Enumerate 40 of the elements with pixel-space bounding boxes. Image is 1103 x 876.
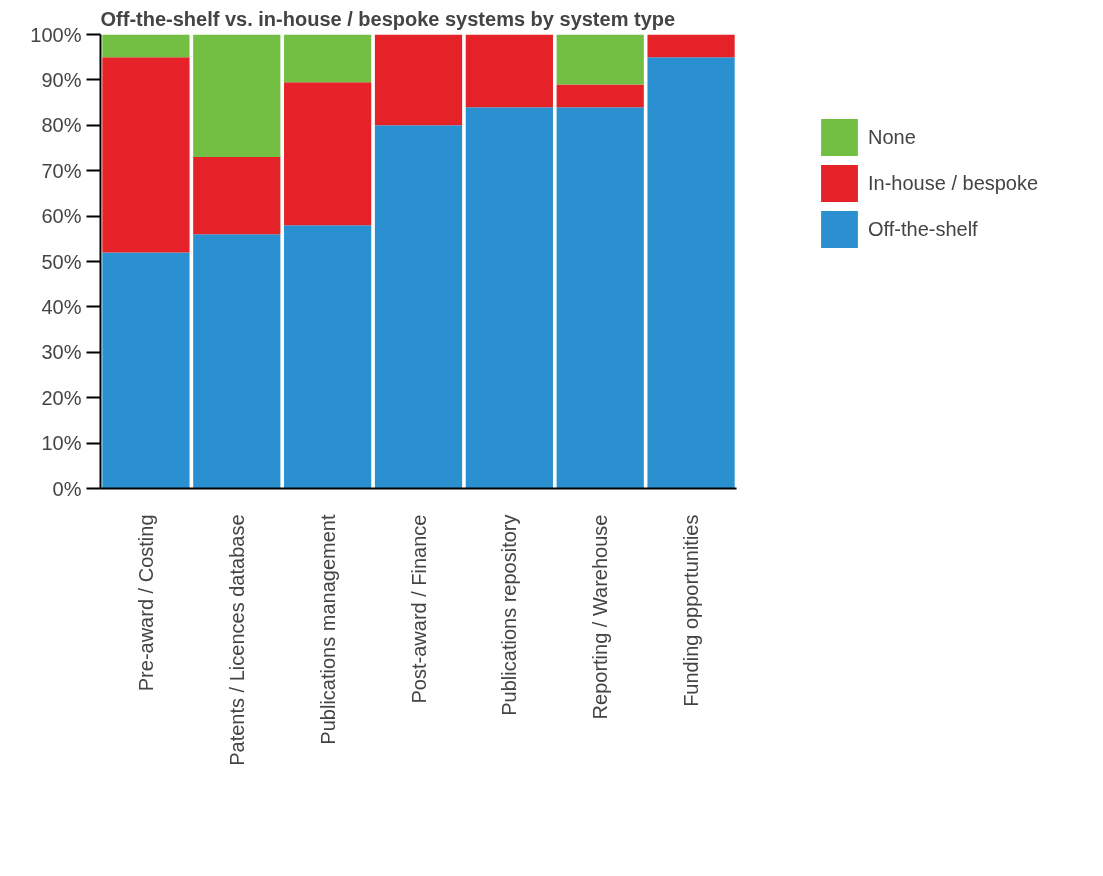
bar <box>374 125 463 489</box>
y-tick-label: 30% <box>41 341 82 364</box>
x-tick-label: Reporting / Warehouse <box>589 514 612 720</box>
chart-title: Off-the-shelf vs. in-house / bespoke systems by system type <box>100 7 676 30</box>
bar <box>556 34 644 85</box>
bar <box>556 107 644 489</box>
bar <box>102 34 190 58</box>
bar <box>284 225 372 489</box>
y-tick-label: 80% <box>41 114 82 137</box>
bar <box>374 34 463 126</box>
bar <box>102 57 190 253</box>
y-tick-label: 70% <box>41 159 82 182</box>
bar <box>556 84 644 108</box>
x-tick-label: Pre-award / Costing <box>134 514 157 692</box>
bar <box>647 57 735 489</box>
y-tick-label: 40% <box>41 295 82 318</box>
bar <box>647 34 735 58</box>
bar <box>193 34 281 158</box>
x-tick-label: Publications repository <box>498 514 521 716</box>
bar <box>465 34 553 108</box>
x-tick-label: Publications management <box>316 514 339 745</box>
y-tick-label: 90% <box>41 68 82 91</box>
legend-label: Off-the-shelf <box>868 217 978 241</box>
y-tick-label: 20% <box>41 386 82 409</box>
x-tick-label: Patents / Licences database <box>225 514 248 766</box>
y-tick-label: 0% <box>52 477 82 500</box>
y-tick-label: 10% <box>41 432 82 455</box>
bar <box>193 234 281 489</box>
y-tick-label: 50% <box>41 250 82 273</box>
legend-label: In-house / bespoke <box>868 171 1039 195</box>
x-tick-label: Funding opportunities <box>680 514 703 707</box>
legend-label: None <box>868 125 916 149</box>
y-tick-label: 60% <box>41 205 82 228</box>
y-tick-label: 100% <box>30 23 82 46</box>
bar <box>102 252 190 489</box>
bar <box>284 34 372 83</box>
bar <box>465 107 553 489</box>
x-tick-label: Post-award / Finance <box>407 514 430 704</box>
bar <box>284 82 372 226</box>
bar <box>193 157 281 235</box>
